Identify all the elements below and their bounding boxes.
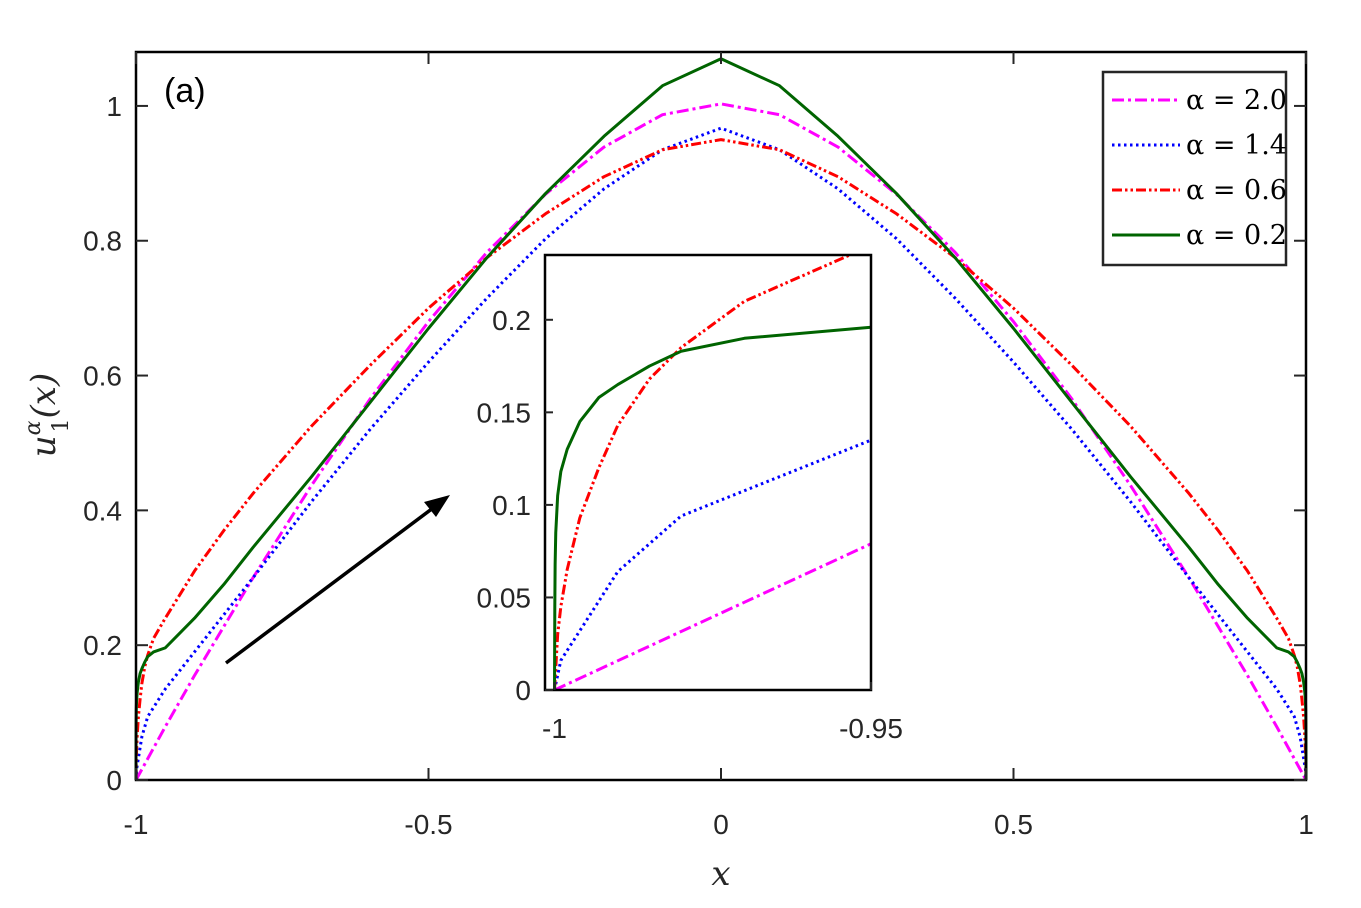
y-axis-label-superscript: α <box>21 420 46 435</box>
inset-series-line-2 <box>553 255 854 690</box>
legend-label-2: α = 0.6 <box>1186 175 1287 206</box>
inset-y-tick-label: 0.2 <box>492 305 531 336</box>
inset-y-tick-label: 0.05 <box>477 582 532 613</box>
panel-label: (a) <box>164 72 206 110</box>
y-axis-label-base: u <box>24 435 64 457</box>
inset-y-tick-label: 0 <box>515 675 531 706</box>
main-axis-ticks: -1 -0.5 0 0.5 1 0 0.2 0.4 0.6 0.8 1 <box>83 52 1314 840</box>
inset-y-tick-label: 0.15 <box>477 397 532 428</box>
y-axis-label: uα 1(x) <box>21 373 74 457</box>
legend-box <box>1101 70 1288 267</box>
series-line-0 <box>134 102 1308 781</box>
legend: α = 2.0 α = 1.4 α = 0.6 α = 0.2 <box>1101 70 1288 267</box>
legend-label-1: α = 1.4 <box>1186 130 1287 161</box>
y-tick-label: 0.2 <box>83 630 122 661</box>
x-tick-label: -0.5 <box>404 809 452 840</box>
legend-items: α = 2.0 α = 1.4 α = 0.6 α = 0.2 <box>1112 85 1287 251</box>
x-tick-label: 0 <box>713 809 729 840</box>
inset-y-tick-label: 0.1 <box>492 490 531 521</box>
y-tick-label: 0 <box>106 765 122 796</box>
svg-text:uα1(x): uα 1(x) <box>21 373 74 457</box>
arrow <box>224 495 450 665</box>
x-axis-label: x <box>711 854 730 894</box>
legend-label-3: α = 0.2 <box>1186 220 1287 251</box>
y-axis-label-arg: (x) <box>24 373 64 419</box>
inset-axis-ticks: -1 -0.95 0 0.05 0.1 0.15 0.2 <box>477 305 903 744</box>
inset: -1 -0.95 0 0.05 0.1 0.15 0.2 <box>477 253 903 744</box>
legend-label-0: α = 2.0 <box>1186 85 1287 116</box>
x-tick-label: -1 <box>124 809 149 840</box>
inset-x-tick-label: -1 <box>542 713 567 744</box>
inset-frame <box>543 253 873 692</box>
inset-background <box>545 255 871 690</box>
inset-x-tick-label: -0.95 <box>839 713 903 744</box>
y-tick-label: 1 <box>106 91 122 122</box>
x-tick-label: 1 <box>1298 809 1314 840</box>
y-tick-label: 0.4 <box>83 495 122 526</box>
inset-series-line-1 <box>553 438 871 690</box>
series-line-2 <box>134 138 1308 781</box>
y-axis-label-subscript: 1 <box>49 418 74 432</box>
y-tick-label: 0.6 <box>83 361 122 392</box>
inset-plot-lines <box>553 255 871 690</box>
y-tick-label: 0.8 <box>83 226 122 257</box>
inset-series-line-3 <box>553 325 871 690</box>
x-tick-label: 0.5 <box>994 809 1033 840</box>
